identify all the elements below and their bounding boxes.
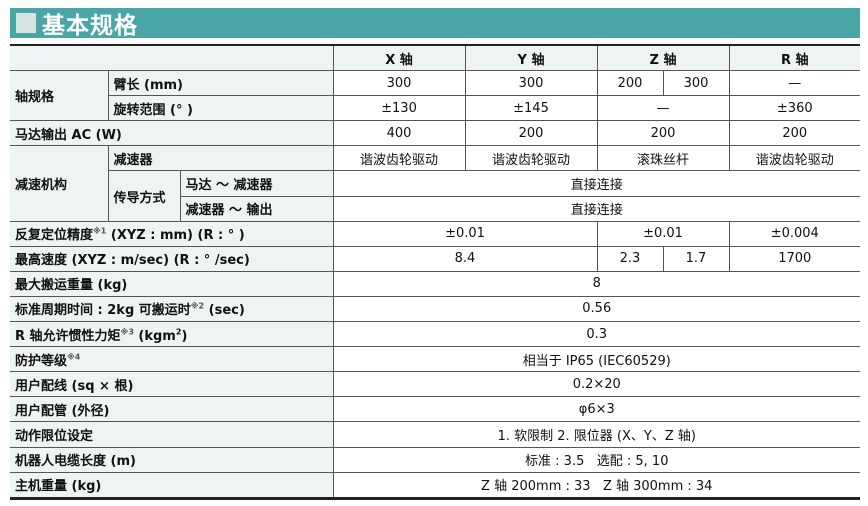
spec-table: X 轴 Y 轴 Z 轴 R 轴 轴规格 臂长 (mm) 300 300 200 …	[10, 44, 861, 500]
cell: 200	[596, 70, 664, 97]
payload-label: 最大搬运重量 (kg)	[10, 270, 334, 297]
limit-label: 动作限位设定	[10, 421, 334, 448]
superscript: 2	[175, 327, 182, 337]
cell: 8.4	[332, 245, 598, 272]
table-row: 传导方式 马达 ～ 减速器 直接连接	[10, 170, 861, 222]
label-text: 反复定位精度	[15, 228, 94, 244]
cell: ±0.01	[332, 220, 598, 247]
label-text: (XYZ : mm) (R : ° )	[106, 228, 245, 244]
arm-length-label: 臂长 (mm)	[107, 70, 334, 97]
table-row: 减速器 ～ 输出 直接连接	[10, 195, 861, 222]
reducer-output-label: 减速器 ～ 输出	[180, 195, 334, 222]
label-text: (sec)	[204, 303, 245, 319]
table-row: 旋转范围 (° ) ±130 ±145 — ±360	[10, 95, 861, 122]
transmission-label: 传导方式	[108, 170, 181, 222]
tubing-label: 用户配管 (外径)	[10, 396, 334, 423]
protection-label: 防护等级※4	[10, 346, 334, 373]
cell: 200	[596, 120, 730, 147]
cell: φ6×3	[332, 396, 861, 423]
table-row: 最高速度 (XYZ : m/sec) (R : ° /sec) 8.4 2.3 …	[10, 245, 861, 272]
axis-spec-label: 轴规格	[10, 70, 109, 122]
cell: 300	[332, 70, 466, 97]
cell: 谐波齿轮驱动	[464, 145, 598, 172]
label-text: R 轴允许惯性力矩	[15, 328, 121, 344]
header-row: X 轴 Y 轴 Z 轴 R 轴	[10, 44, 861, 72]
table-row: 减速机构 减速器 谐波齿轮驱动 谐波齿轮驱动 滚珠丝杆 谐波齿轮驱动	[10, 145, 861, 222]
label-text: 标准周期时间 : 2kg 可搬运时	[15, 303, 191, 319]
header-r: R 轴	[728, 44, 861, 72]
section-title: 基本规格	[42, 13, 138, 39]
cell: 直接连接	[332, 195, 861, 222]
cell: ±0.004	[728, 220, 861, 247]
cell: 相当于 IP65 (IEC60529)	[332, 346, 861, 373]
cell: 直接连接	[332, 170, 861, 197]
label-text: (kgm	[133, 328, 176, 344]
cell: —	[728, 70, 861, 97]
table-row: R 轴允许惯性力矩※3 (kgm2) 0.3	[10, 321, 861, 348]
cell: 滚珠丝杆	[596, 145, 730, 172]
table-row: 主机重量 (kg) Z 轴 200mm : 33 Z 轴 300mm : 34	[10, 471, 861, 499]
cell: 2.3	[596, 245, 664, 272]
table-row: 标准周期时间 : 2kg 可搬运时※2 (sec) 0.56	[10, 295, 861, 323]
max-speed-label: 最高速度 (XYZ : m/sec) (R : ° /sec)	[10, 245, 334, 272]
footnote-mark: ※3	[120, 327, 134, 337]
cell: 0.3	[332, 321, 861, 348]
repeatability-label: 反复定位精度※1 (XYZ : mm) (R : ° )	[10, 220, 334, 247]
table-row: 最大搬运重量 (kg) 8	[10, 270, 861, 297]
cell: ±360	[728, 95, 861, 122]
motor-label: 马达输出 AC (W)	[10, 120, 334, 147]
motor-reducer-label: 马达 ～ 减速器	[179, 170, 334, 197]
cell: 0.2×20	[332, 371, 861, 398]
reducer-label: 减速器	[107, 145, 334, 172]
header-blank	[10, 44, 334, 72]
cell: 1.7	[662, 245, 730, 272]
table-row: 机器人电缆长度 (m) 标准 : 3.5 选配 : 5, 10	[10, 446, 861, 473]
cable-label: 机器人电缆长度 (m)	[10, 446, 334, 473]
label-text: )	[181, 328, 188, 344]
header-y: Y 轴	[464, 44, 598, 72]
footnote-mark: ※4	[67, 352, 81, 362]
table-row: 用户配管 (外径) φ6×3	[10, 396, 861, 423]
cell: 标准 : 3.5 选配 : 5, 10	[332, 446, 861, 473]
cell: —	[596, 95, 730, 122]
cell: 1. 软限制 2. 限位器 (X、Y、Z 轴)	[332, 421, 861, 448]
cell: 0.56	[332, 295, 861, 323]
footnote-mark: ※1	[93, 226, 107, 236]
cell: 300	[464, 70, 598, 97]
cell: 200	[728, 120, 861, 147]
inertia-label: R 轴允许惯性力矩※3 (kgm2)	[10, 321, 334, 348]
cell: 1700	[728, 245, 861, 272]
cell: ±130	[332, 95, 466, 122]
cell: ±0.01	[596, 220, 730, 247]
square-bullet-icon	[16, 13, 36, 33]
table-row: 反复定位精度※1 (XYZ : mm) (R : ° ) ±0.01 ±0.01…	[10, 220, 861, 247]
header-z: Z 轴	[596, 44, 730, 72]
wiring-label: 用户配线 (sq × 根)	[10, 371, 334, 398]
cell: 400	[332, 120, 466, 147]
cycle-time-label: 标准周期时间 : 2kg 可搬运时※2 (sec)	[10, 295, 334, 323]
table-row: 防护等级※4 相当于 IP65 (IEC60529)	[10, 346, 861, 373]
cell: ±145	[464, 95, 598, 122]
section-title-bar: 基本规格	[10, 8, 860, 39]
label-text: 防护等级	[15, 353, 68, 369]
table-row: 轴规格 臂长 (mm) 300 300 200 300 —	[10, 70, 861, 122]
cell: 8	[332, 270, 861, 297]
table-row: 用户配线 (sq × 根) 0.2×20	[10, 371, 861, 398]
reduction-label: 减速机构	[10, 145, 109, 222]
cell: 谐波齿轮驱动	[728, 145, 861, 172]
footnote-mark: ※2	[190, 302, 205, 312]
header-x: X 轴	[332, 44, 466, 72]
table-row: 动作限位设定 1. 软限制 2. 限位器 (X、Y、Z 轴)	[10, 421, 861, 448]
cell: 300	[662, 70, 730, 97]
table-row: 马达输出 AC (W) 400 200 200 200	[10, 120, 861, 147]
cell: Z 轴 200mm : 33 Z 轴 300mm : 34	[332, 471, 861, 499]
cell: 200	[464, 120, 598, 147]
weight-label: 主机重量 (kg)	[10, 471, 334, 499]
rotation-label: 旋转范围 (° )	[108, 95, 334, 122]
cell: 谐波齿轮驱动	[332, 145, 466, 172]
